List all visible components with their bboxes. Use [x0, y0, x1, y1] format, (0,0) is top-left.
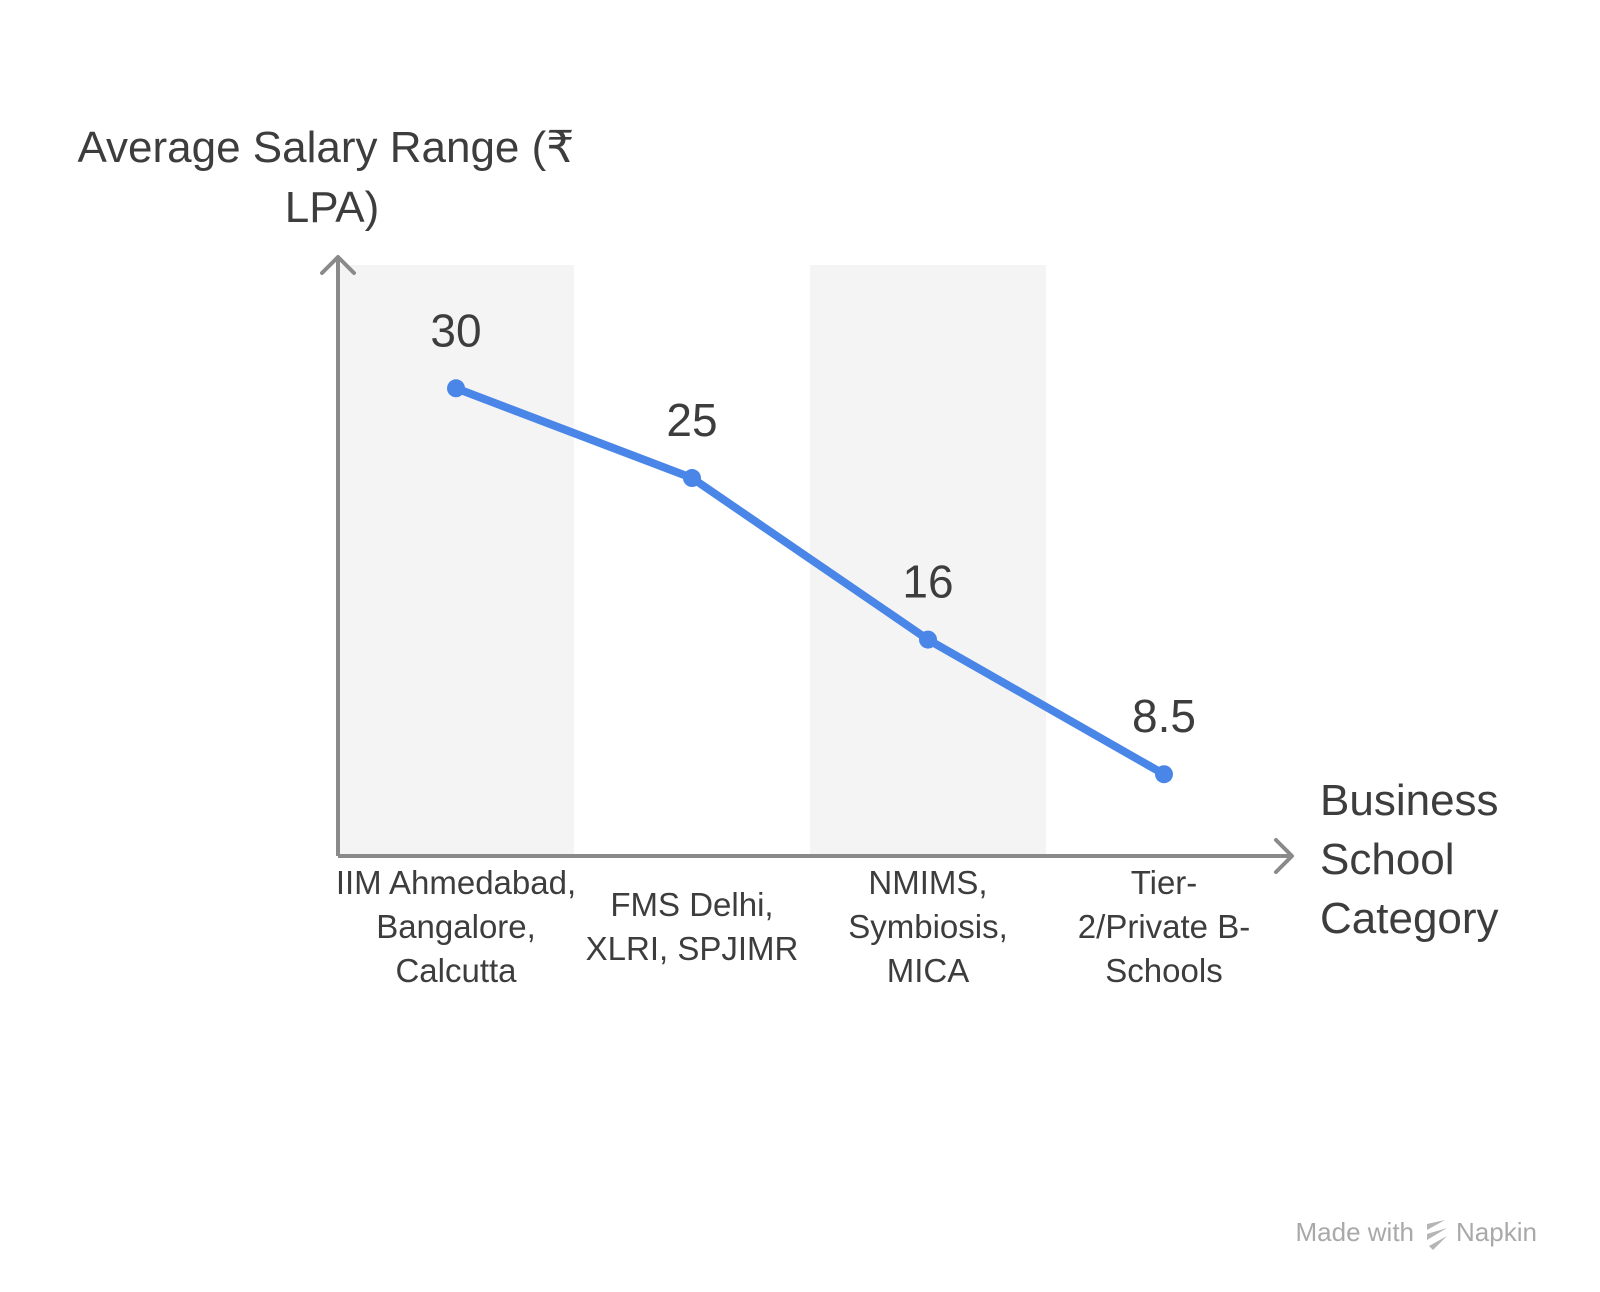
data-point-3 — [1155, 765, 1173, 784]
band-0 — [338, 265, 574, 856]
x-tick-label-2: NMIMS, Symbiosis, MICA — [848, 864, 1008, 989]
data-label-0: 30 — [430, 304, 481, 356]
series-group: 30 25 16 8.5 — [430, 304, 1196, 784]
x-axis — [338, 838, 1294, 874]
data-point-0 — [447, 379, 465, 398]
x-axis-title: Business School Category — [1320, 776, 1511, 943]
y-axis-arrow-icon — [320, 255, 356, 275]
data-label-3: 8.5 — [1132, 690, 1196, 742]
data-label-2: 16 — [902, 556, 953, 608]
x-tick-label-1: FMS Delhi, XLRI, SPJIMR — [586, 886, 799, 967]
data-point-2 — [919, 630, 937, 649]
band-2 — [810, 265, 1046, 856]
series-line — [452, 384, 1168, 779]
credit-text: Made with — [1296, 1217, 1415, 1247]
credit-brand: Napkin — [1456, 1217, 1537, 1247]
data-label-1: 25 — [666, 394, 717, 446]
background-bands — [338, 265, 1046, 856]
credit: Made with Napkin — [1296, 1217, 1537, 1250]
x-axis-arrow-icon — [1274, 838, 1294, 874]
y-axis — [320, 255, 356, 856]
x-tick-label-3: Tier-2/Private B-Schools — [1078, 864, 1250, 989]
data-point-1 — [683, 469, 701, 488]
y-axis-title: Average Salary Range (₹ LPA) — [77, 123, 586, 232]
x-tick-label-0: IIM Ahmedabad, Bangalore, Calcutta — [336, 864, 576, 989]
napkin-logo-icon — [1427, 1220, 1447, 1250]
